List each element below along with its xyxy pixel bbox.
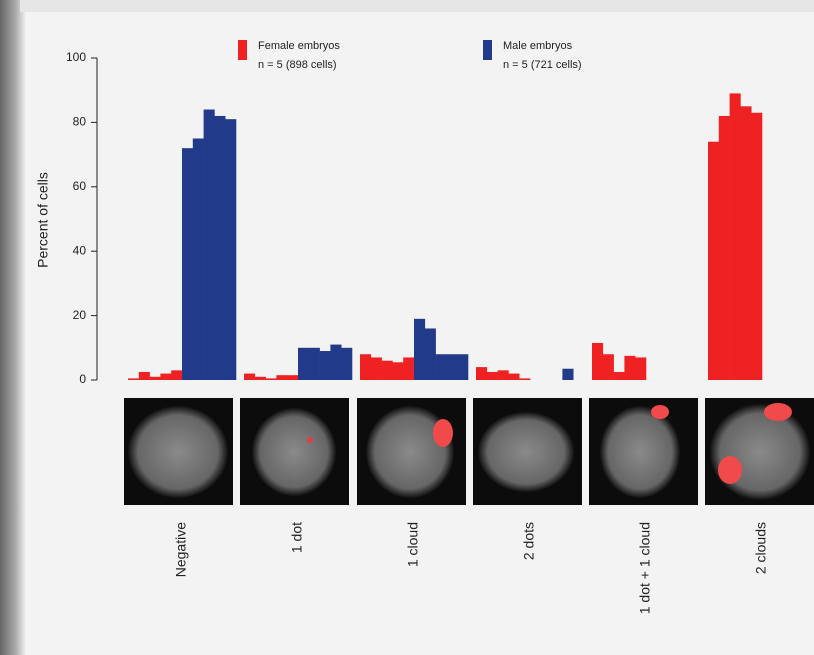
legend-swatch bbox=[483, 40, 492, 60]
bar bbox=[476, 367, 487, 380]
x-tick-label: 2 clouds bbox=[753, 522, 769, 574]
bar bbox=[436, 354, 447, 380]
signal bbox=[718, 456, 742, 484]
legend-detail: n = 5 (898 cells) bbox=[258, 59, 337, 71]
x-tick-label: 1 dot + 1 cloud bbox=[637, 522, 653, 614]
bar bbox=[392, 362, 403, 380]
bar bbox=[330, 345, 341, 380]
bar bbox=[603, 354, 614, 380]
bar bbox=[487, 372, 498, 380]
legend-detail: n = 5 (721 cells) bbox=[503, 59, 582, 71]
x-tick-label: 2 dots bbox=[521, 522, 537, 560]
signal bbox=[764, 403, 792, 421]
bar bbox=[341, 348, 352, 380]
bar bbox=[592, 343, 603, 380]
bar bbox=[360, 354, 371, 380]
page: {"chart_data": {"type": "bar", "y_label"… bbox=[0, 0, 814, 655]
bar bbox=[371, 357, 382, 380]
bar bbox=[751, 113, 762, 380]
bar bbox=[635, 357, 646, 380]
bar bbox=[446, 354, 457, 380]
bar bbox=[139, 372, 150, 380]
bar bbox=[276, 375, 287, 380]
bar bbox=[320, 351, 331, 380]
bar bbox=[519, 378, 530, 380]
bar bbox=[562, 369, 573, 380]
y-tick-label: 100 bbox=[66, 50, 86, 64]
bar bbox=[150, 377, 161, 380]
nucleus bbox=[600, 406, 680, 498]
bar bbox=[204, 110, 215, 380]
legend-label: Male embryos bbox=[503, 40, 573, 52]
bar bbox=[457, 354, 468, 380]
bar bbox=[160, 374, 171, 380]
x-tick-label: 1 cloud bbox=[405, 522, 421, 567]
bar bbox=[309, 348, 320, 380]
y-axis-label: Percent of cells bbox=[35, 172, 51, 268]
bar bbox=[193, 139, 204, 381]
bar bbox=[403, 357, 414, 380]
y-tick-label: 60 bbox=[73, 179, 87, 193]
bar bbox=[266, 378, 277, 380]
legend-swatch bbox=[238, 40, 247, 60]
frame-top bbox=[20, 0, 814, 12]
nucleus-images bbox=[124, 398, 814, 505]
x-tick-label: 1 dot bbox=[289, 522, 305, 553]
bar bbox=[182, 148, 193, 380]
y-tick-label: 20 bbox=[73, 308, 87, 322]
y-tick-label: 80 bbox=[73, 115, 87, 129]
signal bbox=[307, 437, 313, 443]
frame-edge bbox=[0, 0, 26, 655]
bar bbox=[425, 328, 436, 380]
legend-label: Female embryos bbox=[258, 40, 340, 52]
bar bbox=[498, 370, 509, 380]
signal bbox=[651, 405, 669, 419]
bar bbox=[624, 356, 635, 380]
y-tick-label: 0 bbox=[79, 372, 86, 386]
y-tick-label: 40 bbox=[73, 243, 87, 257]
signal bbox=[433, 419, 453, 447]
bar bbox=[128, 378, 139, 380]
bar bbox=[171, 370, 182, 380]
x-tick-label: Negative bbox=[173, 522, 189, 577]
bar bbox=[244, 374, 255, 380]
nucleus bbox=[128, 406, 228, 498]
bar bbox=[614, 372, 625, 380]
bar bbox=[414, 319, 425, 380]
bar bbox=[255, 377, 266, 380]
bar bbox=[508, 374, 519, 380]
bar bbox=[225, 119, 236, 380]
bar bbox=[298, 348, 309, 380]
bar bbox=[719, 116, 730, 380]
bar bbox=[730, 93, 741, 380]
chart: Percent of cells 0 20 40 60 80 100 Female embr… bbox=[0, 0, 814, 655]
bar bbox=[382, 361, 393, 380]
bar bbox=[214, 116, 225, 380]
nucleus bbox=[478, 412, 574, 492]
bar bbox=[287, 375, 298, 380]
bar bbox=[740, 106, 751, 380]
bar bbox=[708, 142, 719, 380]
nucleus bbox=[710, 404, 810, 500]
nucleus bbox=[252, 408, 336, 496]
